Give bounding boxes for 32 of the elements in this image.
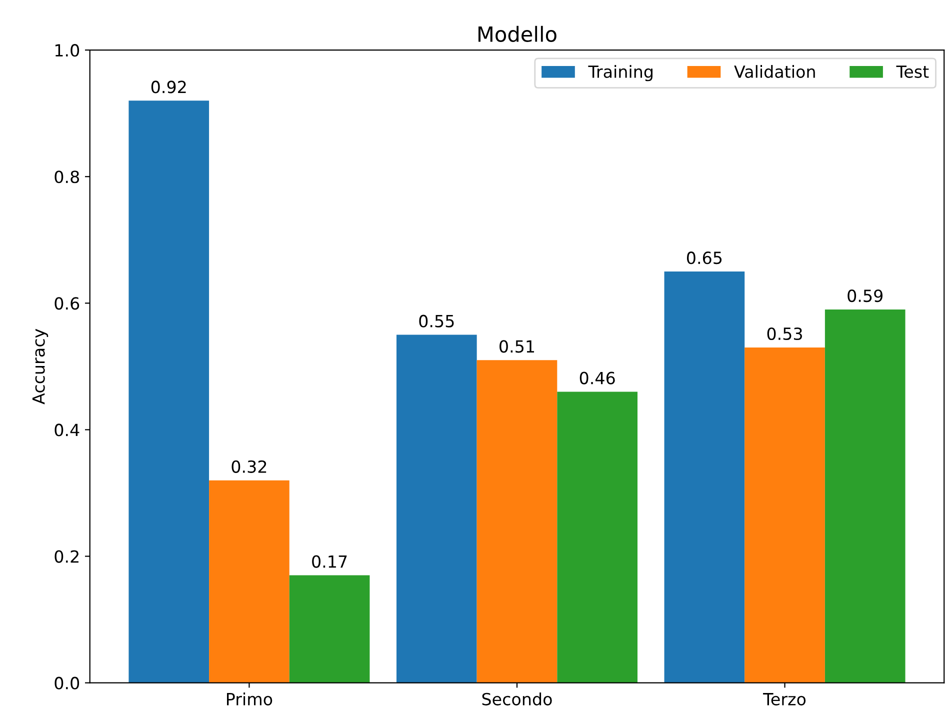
- y-axis-title: Accuracy: [32, 328, 48, 404]
- bar: [557, 392, 638, 683]
- data-label: 0.92: [151, 80, 186, 94]
- legend-label: Validation: [734, 65, 815, 78]
- bar: [824, 309, 906, 683]
- bar: [289, 575, 370, 683]
- data-label: 0.51: [500, 340, 534, 353]
- y-tick-label: 1.0: [55, 44, 80, 57]
- bar: [476, 360, 558, 683]
- data-label: 0.55: [419, 314, 454, 328]
- data-label: 0.32: [232, 460, 266, 473]
- bar: [396, 334, 477, 683]
- data-label: 0.65: [686, 252, 722, 264]
- bar: [209, 480, 290, 683]
- data-label: 0.59: [848, 289, 882, 302]
- y-tick-label: 0.4: [54, 424, 80, 436]
- legend-label: Test: [896, 66, 929, 78]
- y-tick-label: 0.2: [54, 550, 78, 563]
- y-tick-label: 0.6: [54, 297, 80, 310]
- bar: [744, 347, 825, 683]
- bar: [664, 272, 745, 683]
- x-tick-label: Secondo: [482, 692, 552, 706]
- y-tick-label: 0.0: [54, 676, 80, 690]
- data-label: 0.17: [312, 555, 347, 568]
- x-tick-label: Primo: [227, 692, 272, 706]
- legend-label: Training: [588, 65, 652, 82]
- chart-title: Modello: [478, 26, 556, 42]
- data-label: 0.46: [580, 372, 615, 384]
- data-label: 0.53: [767, 327, 802, 340]
- x-tick-label: Terzo: [763, 693, 806, 706]
- y-tick-label: 0.8: [54, 170, 80, 184]
- bar: [128, 100, 210, 683]
